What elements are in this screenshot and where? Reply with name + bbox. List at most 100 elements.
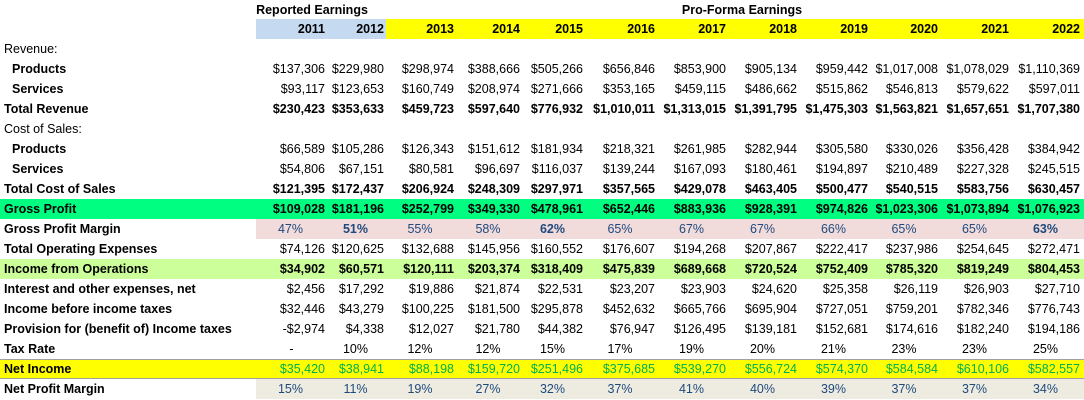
value-2014[interactable]: 27% [475,382,501,396]
value-2019[interactable]: $500,477 [815,182,868,196]
value-2011[interactable]: 47% [277,222,304,236]
value-2020[interactable]: $584,584 [885,362,938,376]
value-2022[interactable]: $27,710 [1034,282,1080,296]
value-2015[interactable]: $505,266 [530,62,583,76]
value-2020[interactable]: $1,017,008 [875,62,938,76]
value-2022[interactable]: 63% [1032,222,1059,236]
value-2013[interactable]: 19% [407,382,433,396]
value-2013[interactable]: $80,581 [408,162,454,176]
value-2011[interactable]: $54,806 [279,162,325,176]
row-label[interactable]: Net Income [4,362,72,376]
value-2015[interactable]: $295,878 [530,302,583,316]
value-2018[interactable]: $928,391 [744,202,797,216]
value-2014[interactable]: $151,612 [467,142,520,156]
row-label[interactable]: Income from Operations [4,262,149,276]
value-2013[interactable]: $12,027 [408,322,454,336]
reported-earnings-header[interactable]: Reported Earnings [256,3,368,17]
value-2021[interactable]: $1,657,651 [946,102,1009,116]
row-label[interactable]: Products [12,62,67,76]
value-2012[interactable]: 11% [343,382,368,396]
value-2013[interactable]: $126,343 [401,142,454,156]
value-2020[interactable]: $546,813 [885,82,938,96]
value-2016[interactable]: $375,685 [602,362,655,376]
value-2011[interactable]: -$2,974 [282,322,325,336]
value-2011[interactable]: $137,306 [272,62,325,76]
value-2014[interactable]: $96,697 [474,162,520,176]
row-label[interactable]: Income before income taxes [4,302,173,316]
value-2013[interactable]: $19,886 [408,282,454,296]
row-label[interactable]: Net Profit Margin [4,382,105,396]
value-2011[interactable]: $93,117 [280,82,325,96]
value-2017[interactable]: $459,115 [674,82,726,96]
value-2011[interactable]: $32,446 [279,302,325,316]
year-header-2017[interactable]: 2017 [698,22,726,36]
value-2020[interactable]: 37% [891,382,917,396]
value-2016[interactable]: $139,244 [602,162,655,176]
value-2014[interactable]: 12% [475,342,501,356]
value-2012[interactable]: $120,625 [331,242,384,256]
value-2014[interactable]: $349,330 [467,202,520,216]
value-2015[interactable]: 62% [539,222,566,236]
value-2017[interactable]: $853,900 [673,62,726,76]
row-label[interactable]: Total Operating Expenses [4,242,158,256]
value-2013[interactable]: $459,723 [401,102,454,116]
value-2013[interactable]: $132,688 [401,242,454,256]
value-2022[interactable]: $582,557 [1027,362,1080,376]
value-2016[interactable]: $475,839 [602,262,655,276]
value-2017[interactable]: $194,268 [673,242,726,256]
value-2014[interactable]: $159,720 [467,362,520,376]
value-2020[interactable]: $330,026 [885,142,938,156]
value-2018[interactable]: 40% [749,382,776,396]
value-2022[interactable]: $272,471 [1027,242,1080,256]
value-2012[interactable]: 10% [342,342,369,356]
value-2016[interactable]: $176,607 [602,242,655,256]
value-2020[interactable]: $1,023,306 [875,202,938,216]
year-header-2011[interactable]: 2011 [297,22,325,36]
value-2012[interactable]: $105,286 [331,142,384,156]
value-2021[interactable]: 23% [961,342,988,356]
value-2022[interactable]: $1,110,369 [1018,62,1080,76]
value-2019[interactable]: $974,826 [815,202,868,216]
value-2015[interactable]: $116,037 [531,162,583,176]
value-2013[interactable]: $252,799 [401,202,454,216]
value-2012[interactable]: $4,338 [345,322,384,336]
row-label[interactable]: Provision for (benefit of) Income taxes [4,322,232,336]
value-2014[interactable]: $21,874 [474,282,520,296]
value-2019[interactable]: $515,862 [815,82,868,96]
value-2019[interactable]: 39% [820,382,847,396]
value-2014[interactable]: $145,956 [467,242,520,256]
value-2018[interactable]: 20% [749,342,776,356]
value-2022[interactable]: $1,707,380 [1017,102,1080,116]
value-2015[interactable]: $181,934 [530,142,583,156]
value-2019[interactable]: $727,051 [815,302,868,316]
value-2015[interactable]: $271,666 [530,82,583,96]
value-2019[interactable]: 21% [820,342,847,356]
value-2018[interactable]: $463,405 [744,182,797,196]
row-label[interactable]: Services [12,82,64,96]
value-2020[interactable]: $540,515 [885,182,938,196]
value-2015[interactable]: 15% [539,342,566,356]
value-2018[interactable]: $720,524 [744,262,797,276]
value-2016[interactable]: $353,165 [602,82,655,96]
value-2011[interactable]: $2,456 [286,282,325,296]
value-2021[interactable]: $583,756 [956,182,1009,196]
value-2014[interactable]: $208,974 [467,82,520,96]
value-2019[interactable]: $194,897 [815,162,868,176]
value-2011[interactable]: $35,420 [279,362,325,376]
year-header-2012[interactable]: 2012 [356,22,384,36]
value-2012[interactable]: $229,980 [331,62,384,76]
value-2019[interactable]: $305,580 [815,142,868,156]
value-2016[interactable]: $452,632 [602,302,655,316]
value-2012[interactable]: $43,279 [338,302,384,316]
value-2018[interactable]: $139,181 [744,322,797,336]
value-2014[interactable]: 58% [475,222,501,236]
value-2020[interactable]: $26,119 [893,282,938,296]
value-2021[interactable]: $819,249 [956,262,1009,276]
value-2019[interactable]: $752,409 [815,262,868,276]
value-2022[interactable]: $804,453 [1027,262,1080,276]
value-2017[interactable]: $665,766 [673,302,726,316]
value-2013[interactable]: $206,924 [401,182,454,196]
year-header-2021[interactable]: 2021 [981,22,1009,36]
value-2022[interactable]: $597,011 [1028,82,1080,96]
